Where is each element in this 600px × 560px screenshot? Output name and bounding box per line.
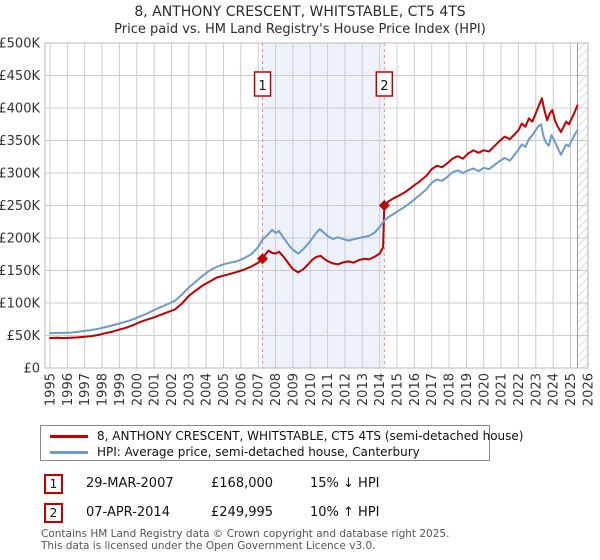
x-axis-tick-label: 1999: [113, 373, 128, 406]
transaction-price: £249,995: [211, 505, 274, 520]
x-axis-tick-label: 2022: [512, 373, 527, 406]
x-axis-tick-label: 2013: [356, 373, 371, 406]
hpi-line-swatch: [50, 450, 88, 454]
transaction-price: £168,000: [211, 476, 274, 491]
property-line-swatch: [50, 434, 88, 438]
x-axis-tick-label: 2003: [182, 373, 197, 406]
x-axis-tick-label: 1997: [78, 373, 93, 406]
x-axis-tick-label: 2005: [217, 373, 232, 406]
x-axis-tick-label: 1995: [44, 373, 59, 406]
y-axis-tick-label: £100K: [0, 297, 40, 312]
page-subtitle: Price paid vs. HM Land Registry's House …: [114, 22, 486, 37]
license-footer: Contains HM Land Registry data © Crown c…: [41, 528, 581, 552]
y-axis-tick-label: £200K: [0, 232, 40, 247]
x-axis-tick-label: 2024: [547, 373, 562, 406]
x-axis-tick-label: 2012: [338, 373, 353, 406]
x-axis-tick-label: 2026: [581, 373, 596, 406]
x-axis-tick-label: 2023: [529, 373, 544, 406]
title-block: 8, ANTHONY CRESCENT, WHITSTABLE, CT5 4TS…: [0, 3, 600, 38]
y-axis-tick-label: £150K: [0, 264, 40, 279]
chart-legend: 8, ANTHONY CRESCENT, WHITSTABLE, CT5 4TS…: [40, 425, 523, 461]
transaction-date: 29-MAR-2007: [86, 476, 174, 491]
transaction-number-badge: 1: [44, 474, 63, 494]
x-axis-tick-label: 2010: [304, 373, 319, 406]
y-axis-tick-label: £500K: [0, 37, 40, 52]
x-axis-tick-label: 2019: [460, 373, 475, 406]
x-axis-tick-label: 2020: [477, 373, 492, 406]
x-axis-tick-label: 2002: [165, 373, 180, 406]
property-price-line: [49, 97, 579, 340]
transaction-number-badge: 2: [44, 503, 63, 523]
transaction-hpi-delta: 10% ↑ HPI: [310, 505, 380, 520]
transaction-row-2: 2 07-APR-2014 £249,995 10% ↑ HPI: [0, 503, 600, 523]
x-axis-tick-label: 2007: [252, 373, 267, 406]
x-axis-tick-label: 1996: [61, 373, 76, 406]
sale-marker: [378, 200, 390, 211]
footer-line-2: This data is licensed under the Open Gov…: [41, 539, 376, 552]
x-axis-tick-label: 2016: [408, 373, 423, 406]
sale-label-box: [253, 71, 272, 97]
sale-marker: [257, 253, 269, 265]
sale-label-number: 1: [258, 79, 266, 94]
y-axis-tick-label: £400K: [0, 102, 40, 117]
x-axis-tick-label: 2018: [443, 373, 458, 406]
x-axis-tick-label: 2006: [234, 373, 249, 406]
x-axis-tick-label: 2004: [200, 373, 215, 406]
legend-item-hpi: HPI: Average price, semi-detached house,…: [41, 444, 489, 460]
legend-label: 8, ANTHONY CRESCENT, WHITSTABLE, CT5 4TS…: [97, 429, 524, 443]
transaction-date: 07-APR-2014: [86, 505, 170, 520]
x-axis-tick-label: 2021: [495, 373, 510, 406]
y-axis-tick-label: £250K: [0, 199, 40, 214]
x-axis-tick-label: 2009: [286, 373, 301, 406]
transaction-row-1: 1 29-MAR-2007 £168,000 15% ↓ HPI: [0, 474, 600, 494]
hpi-line: [49, 123, 579, 335]
legend-item-property: 8, ANTHONY CRESCENT, WHITSTABLE, CT5 4TS…: [41, 428, 523, 444]
y-axis-tick-label: £0: [23, 362, 40, 377]
sale-label-number: 2: [380, 79, 388, 94]
x-axis-tick-label: 2017: [425, 373, 440, 406]
x-axis-tick-label: 2025: [564, 373, 579, 406]
sale-label-box: [375, 71, 394, 97]
transaction-hpi-delta: 15% ↓ HPI: [310, 476, 380, 491]
future-hatch-region: [577, 43, 588, 368]
x-axis-tick-label: 1998: [96, 373, 111, 406]
y-axis-tick-label: £450K: [0, 69, 40, 84]
legend-label: HPI: Average price, semi-detached house,…: [97, 445, 420, 459]
price-history-chart: 1 2 £0 £50K £100K £150K £200K £250K £300K £350K £4…: [0, 37, 596, 407]
y-axis-tick-label: £300K: [0, 167, 40, 182]
x-axis-tick-label: 2000: [130, 373, 145, 406]
x-axis-tick-label: 2014: [373, 373, 388, 406]
y-axis-tick-label: £350K: [0, 134, 40, 149]
x-axis-tick-label: 2001: [148, 373, 163, 406]
page-title: 8, ANTHONY CRESCENT, WHITSTABLE, CT5 4TS: [134, 4, 466, 20]
footer-line-1: Contains HM Land Registry data © Crown c…: [41, 528, 450, 540]
x-axis-tick-label: 2008: [269, 373, 284, 406]
y-axis-tick-label: £50K: [7, 329, 41, 344]
x-axis-tick-label: 2015: [391, 373, 406, 406]
x-axis-tick-label: 2011: [321, 373, 336, 406]
